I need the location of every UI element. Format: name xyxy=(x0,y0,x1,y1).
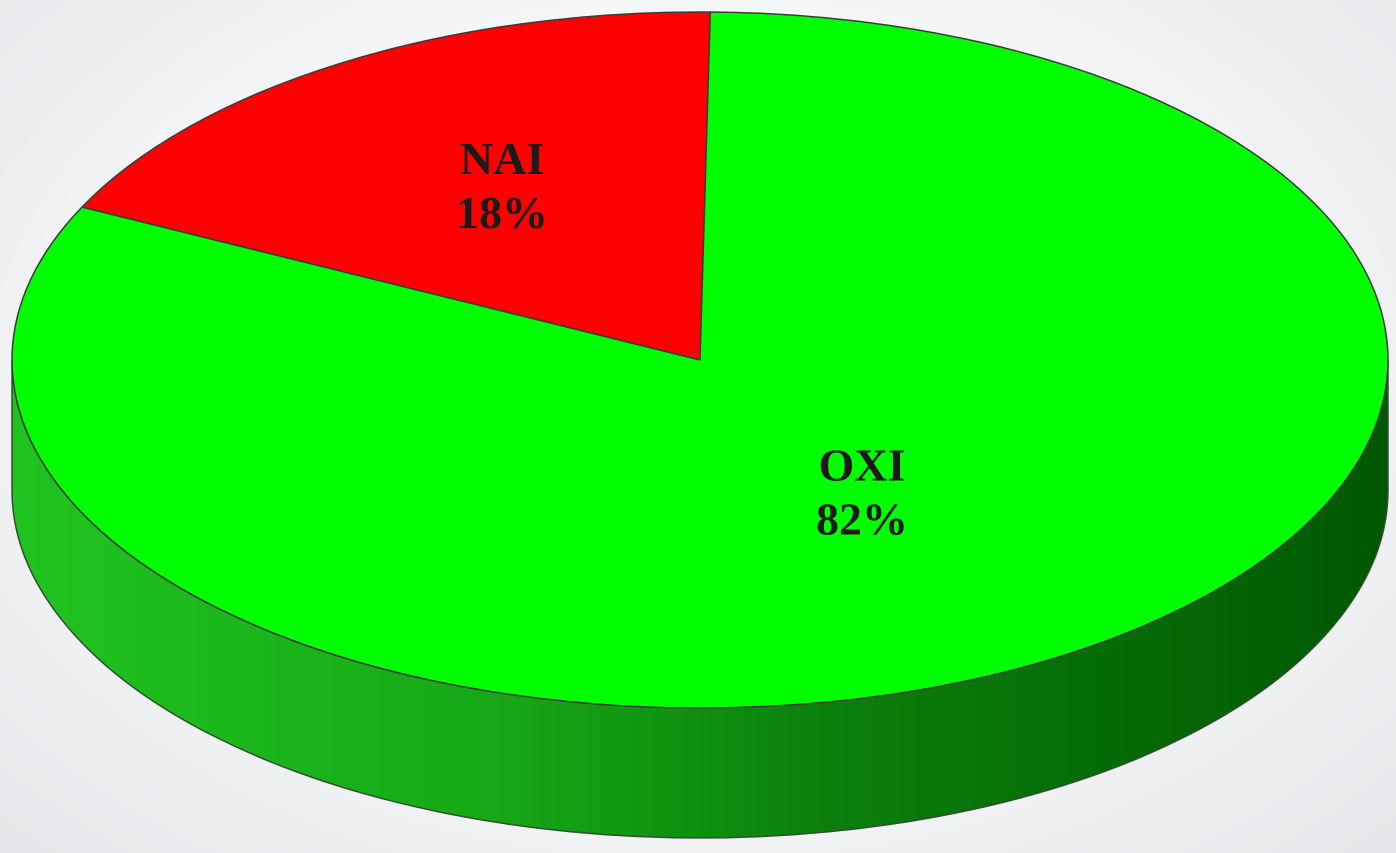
pie-slice-oxi xyxy=(11,11,1389,709)
slice-label-nai: NAI xyxy=(460,133,544,184)
pie-slice-nai xyxy=(81,11,712,361)
pie-top-layer xyxy=(11,11,1389,709)
slice-value-nai: 18% xyxy=(456,187,548,238)
slice-label-oxi: OXI xyxy=(818,439,905,490)
slice-value-oxi: 82% xyxy=(816,493,908,544)
